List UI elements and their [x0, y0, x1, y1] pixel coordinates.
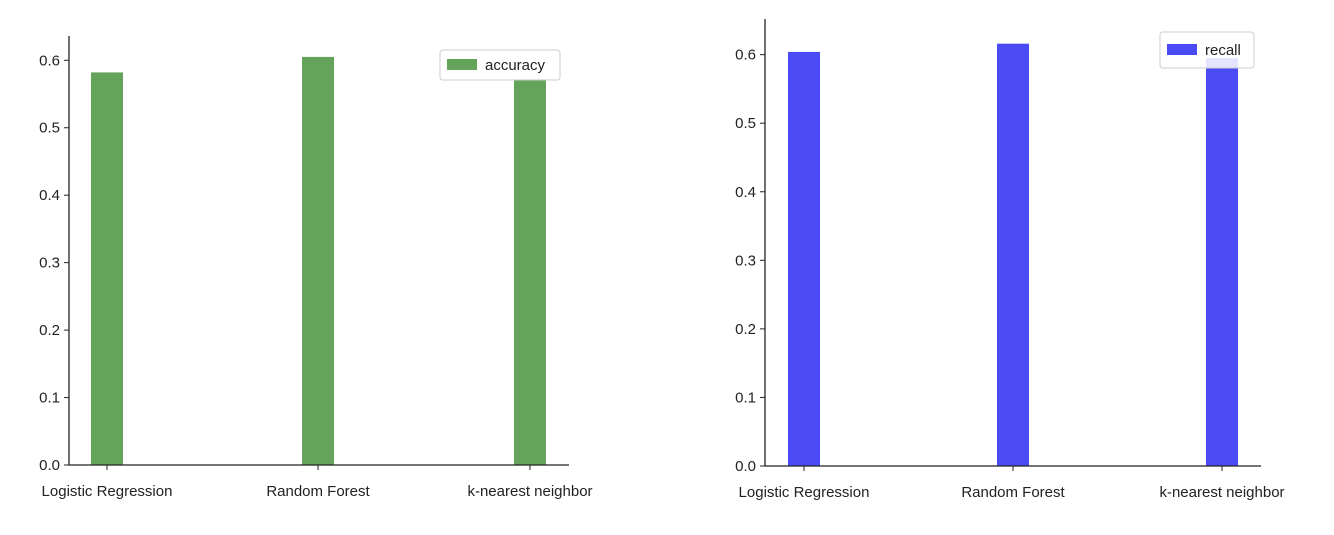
- y-tick-label: 0.1: [39, 390, 60, 407]
- x-tick-label: k-nearest neighbor: [1159, 484, 1284, 501]
- y-tick-label: 0.5: [39, 120, 60, 137]
- y-tick-label: 0.4: [735, 184, 756, 201]
- recall-bar-logistic-regression: [788, 51, 820, 467]
- accuracy-chart: 0.0 0.1 0.2 0.3 0.4 0.5 0.6 Logistic Regression…: [39, 36, 593, 500]
- y-tick-label: 0.2: [39, 322, 60, 339]
- legend-label-recall: recall: [1205, 42, 1241, 59]
- y-tick-label: 0.6: [39, 52, 60, 69]
- legend-box: [1159, 31, 1255, 69]
- y-tick-label: 0.3: [39, 255, 60, 272]
- legend: accuracy: [439, 49, 561, 81]
- legend-swatch-recall: [1167, 44, 1197, 55]
- accuracy-bar-random-forest: [302, 56, 334, 466]
- legend-swatch-accuracy: [447, 59, 477, 70]
- y-tick-label: 0.2: [735, 321, 756, 338]
- accuracy-bar-logistic-regression: [91, 72, 123, 465]
- y-tick-label: 0.1: [735, 389, 756, 406]
- x-tick-label: Random Forest: [961, 484, 1065, 501]
- accuracy-bar-k-nearest-neighbor: [514, 79, 546, 466]
- x-tick-label: Logistic Regression: [739, 484, 870, 501]
- legend-box: [439, 49, 561, 81]
- y-tick-label: 0.0: [735, 458, 756, 475]
- recall-chart: 0.0 0.1 0.2 0.3 0.4 0.5 0.6 Logistic Regression…: [735, 19, 1285, 501]
- y-tick-label: 0.6: [735, 47, 756, 64]
- recall-bar-random-forest: [997, 43, 1029, 467]
- legend: recall: [1159, 31, 1255, 69]
- recall-bar-k-nearest-neighbor: [1206, 58, 1238, 467]
- y-tick-label: 0.4: [39, 187, 60, 204]
- y-tick-label: 0.3: [735, 252, 756, 269]
- x-tick-label: k-nearest neighbor: [467, 483, 592, 500]
- y-tick-label: 0.5: [735, 115, 756, 132]
- y-tick-label: 0.0: [39, 457, 60, 474]
- x-tick-label: Random Forest: [266, 483, 370, 500]
- legend-label-accuracy: accuracy: [485, 57, 546, 74]
- x-tick-label: Logistic Regression: [42, 483, 173, 500]
